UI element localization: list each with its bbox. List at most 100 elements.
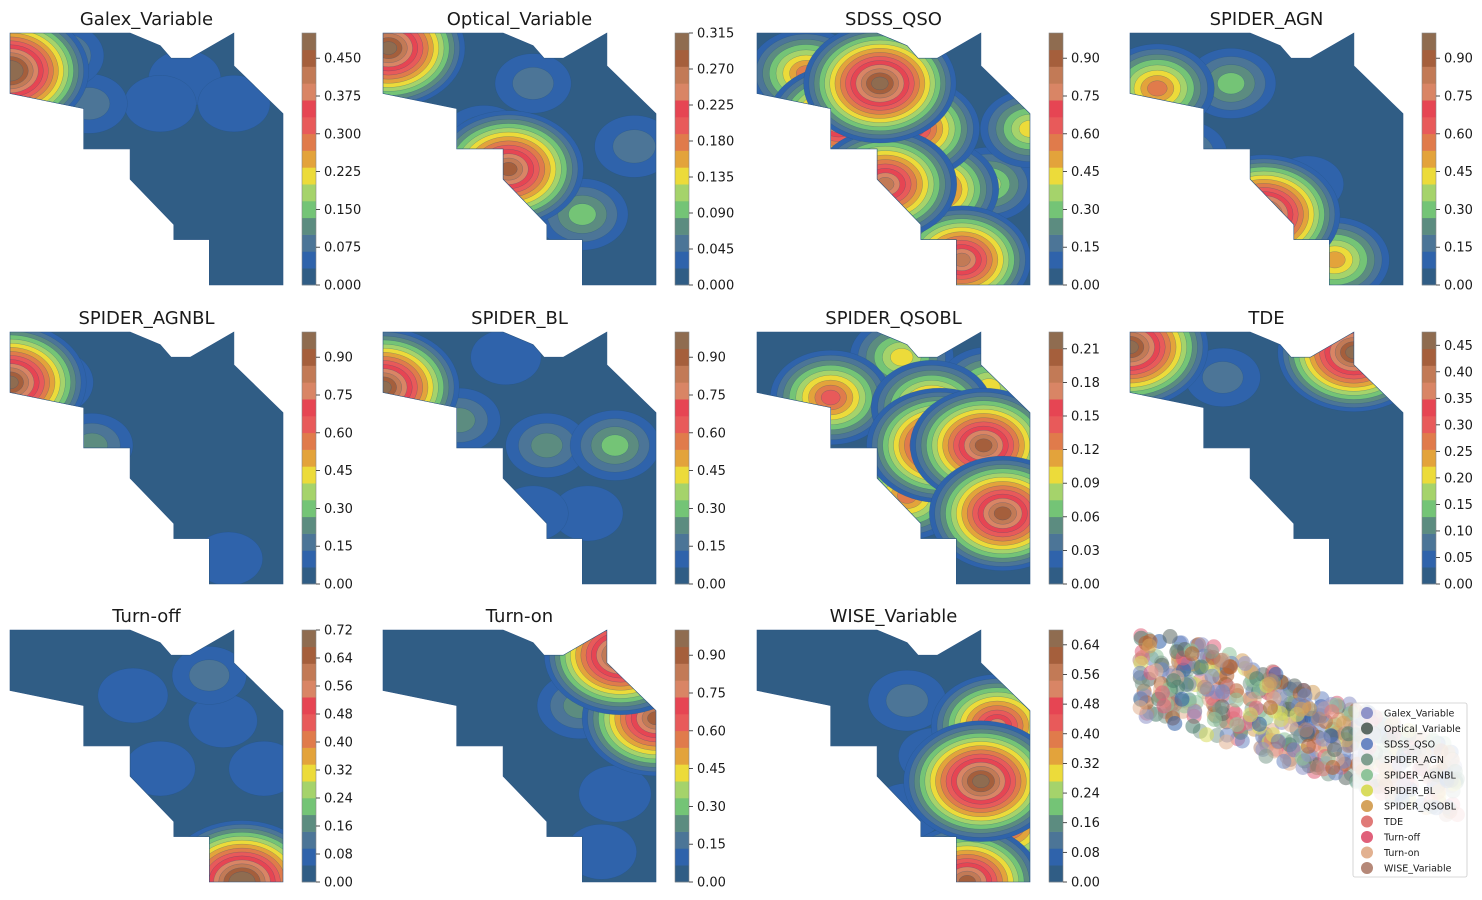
scatter-point xyxy=(1174,691,1190,707)
scatter-point xyxy=(1276,753,1292,769)
colorbar-frame xyxy=(1048,331,1064,585)
colorbar-segment xyxy=(302,764,316,782)
legend: Galex_Variable Optical_Variable SDSS_QSO SP… xyxy=(1352,702,1468,878)
colorbar-segment xyxy=(1049,150,1063,168)
scatter-point xyxy=(1315,731,1331,747)
contour-field xyxy=(10,332,283,584)
colorbar-segment xyxy=(302,268,316,286)
region-outline xyxy=(756,331,1031,585)
colorbar-segment xyxy=(1422,184,1436,202)
contour-band xyxy=(197,75,271,133)
colorbar: 0.000 0.075 0.150 0.225 0.300 0.375 0.450 xyxy=(301,32,361,294)
legend-marker xyxy=(1361,846,1373,859)
colorbar-tick-label: 0.30 xyxy=(324,502,353,517)
colorbar-segment xyxy=(1049,764,1063,782)
scatter-point xyxy=(1340,726,1356,742)
colorbar-tick-label: 0.40 xyxy=(1444,365,1473,380)
scatter-point xyxy=(1185,718,1201,734)
colorbar-tick-label: 0.000 xyxy=(697,279,734,294)
region-outline xyxy=(382,331,657,585)
colorbar: 0.00 0.15 0.30 0.45 0.60 0.75 0.90 xyxy=(674,331,726,593)
region-outline xyxy=(756,32,1031,286)
hotspot-1 xyxy=(594,115,656,178)
colorbar-segment xyxy=(1422,348,1436,366)
colorbar-tick-label: 0.75 xyxy=(1444,90,1473,105)
scatter-point xyxy=(1258,748,1274,764)
colorbar-segment xyxy=(302,747,316,765)
contour-field xyxy=(10,33,283,285)
colorbar-frame xyxy=(674,629,690,883)
legend-label: SPIDER_QSOBL xyxy=(1384,802,1457,813)
colorbar-segment xyxy=(675,500,689,518)
contour-band xyxy=(1239,195,1289,234)
colorbar-segment xyxy=(1049,483,1063,501)
legend-label: Turn-off xyxy=(1383,833,1421,844)
colorbar-segment xyxy=(1049,646,1063,664)
panel-9: Turn-on 0.00 0.15 0.30 0.45 0.60 0.75 0.90 xyxy=(382,606,726,891)
colorbar-frame xyxy=(674,32,690,286)
colorbar-tick-label: 0.06 xyxy=(1071,510,1100,525)
colorbar-segment xyxy=(1049,865,1063,883)
colorbar-segment xyxy=(1422,251,1436,269)
legend-marker xyxy=(1361,738,1373,750)
colorbar-segment xyxy=(302,201,316,219)
scatter-point xyxy=(1237,656,1253,671)
colorbar-segment xyxy=(1049,201,1063,219)
hotspot-2 xyxy=(197,75,271,133)
region-outline xyxy=(1129,32,1404,286)
contour-field xyxy=(757,630,1030,882)
colorbar-tick-label: 0.15 xyxy=(697,540,726,555)
panel-title: SPIDER_QSOBL xyxy=(825,308,961,329)
colorbar-segment xyxy=(302,466,316,484)
colorbar-segment xyxy=(1422,399,1436,417)
colorbar-tick-label: 0.00 xyxy=(324,578,353,593)
colorbar-segment xyxy=(1422,382,1436,400)
colorbar-segment xyxy=(1049,781,1063,799)
scatter-point xyxy=(1154,685,1170,701)
colorbar-tick-label: 0.12 xyxy=(1071,443,1100,458)
colorbar-tick-label: 0.180 xyxy=(697,135,734,150)
colorbar-tick-label: 0.90 xyxy=(697,351,726,366)
scatter-point xyxy=(1132,700,1148,716)
hotspot-0 xyxy=(494,53,572,114)
contour-band xyxy=(1141,120,1228,188)
legend-label: Galex_Variable xyxy=(1384,709,1454,720)
colorbar-frame xyxy=(1048,629,1064,883)
colorbar-segment xyxy=(675,66,689,84)
colorbar-segment xyxy=(302,217,316,235)
colorbar-tick-label: 0.15 xyxy=(324,540,353,555)
colorbar-tick-label: 0.16 xyxy=(324,820,353,835)
colorbar-segment xyxy=(675,348,689,366)
colorbar-tick-label: 0.00 xyxy=(697,578,726,593)
panel-7: TDE0.000.050.100.150.200.250.300.350.400… xyxy=(1129,308,1473,593)
colorbar-tick-label: 0.03 xyxy=(1071,544,1100,559)
contour-band xyxy=(10,60,24,82)
contour-band xyxy=(885,683,929,718)
region-outline xyxy=(1129,331,1404,585)
colorbar-segment xyxy=(675,550,689,568)
colorbar: 0.00 0.08 0.16 0.24 0.32 0.40 0.48 0.56 0.64 xyxy=(1048,629,1100,891)
scatter-point xyxy=(1204,668,1220,684)
contour-band xyxy=(641,707,656,730)
colorbar-tick-label: 0.075 xyxy=(324,241,361,256)
legend-marker xyxy=(1361,753,1373,766)
colorbar-segment xyxy=(302,432,316,450)
colorbar-segment xyxy=(302,646,316,664)
contour-field xyxy=(383,332,656,584)
panel-1: Optical_Variable 0.000 0.045 0.090 0.135 0.18… xyxy=(382,9,734,294)
legend-marker xyxy=(1361,769,1373,781)
colorbar-segment xyxy=(302,100,316,118)
colorbar-segment xyxy=(1049,184,1063,202)
colorbar-tick-label: 0.25 xyxy=(1444,445,1473,460)
scatter-point xyxy=(1327,742,1343,758)
colorbar-tick-label: 0.64 xyxy=(1071,638,1100,653)
colorbar-segment xyxy=(675,251,689,269)
colorbar-tick-label: 0.300 xyxy=(324,127,361,142)
colorbar-tick-label: 0.450 xyxy=(324,52,361,67)
contour-band xyxy=(1244,199,1283,230)
colorbar-segment xyxy=(1422,332,1436,350)
scatter-point xyxy=(1218,734,1234,750)
colorbar-segment xyxy=(675,133,689,151)
colorbar-tick-label: 0.09 xyxy=(1071,477,1100,492)
legend-label: SDSS_QSO xyxy=(1384,740,1435,751)
